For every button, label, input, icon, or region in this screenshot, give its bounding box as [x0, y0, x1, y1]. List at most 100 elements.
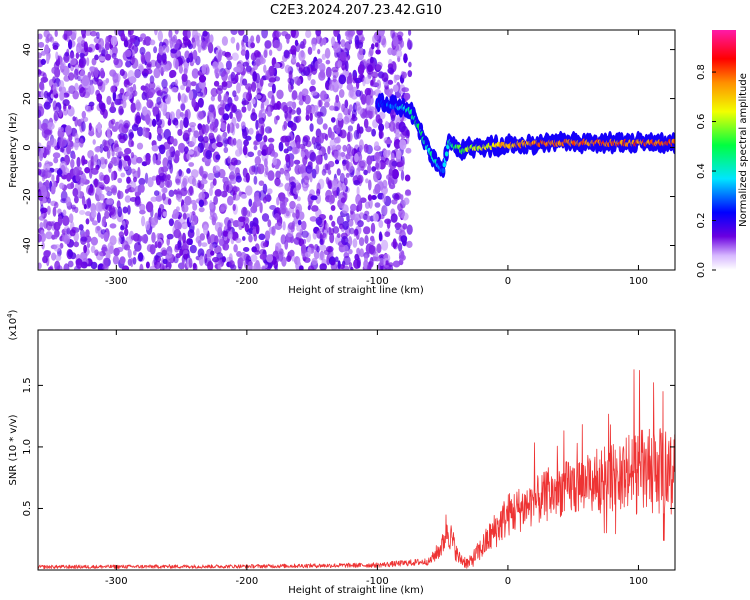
noise-blob [325, 222, 329, 231]
noise-blob [40, 204, 44, 215]
noise-blob [364, 235, 369, 244]
noise-blob [94, 249, 99, 256]
noise-blob [182, 212, 187, 220]
noise-blob [397, 31, 404, 38]
noise-blob [103, 174, 110, 185]
noise-blob [319, 238, 324, 245]
top-ytick-label: -20 [22, 188, 33, 204]
noise-blob [406, 240, 413, 248]
noise-blob [334, 150, 339, 160]
noise-blob [55, 51, 59, 60]
noise-blob [182, 243, 190, 250]
noise-blob [178, 169, 183, 177]
noise-blob [40, 229, 45, 237]
noise-blob [65, 125, 72, 135]
noise-blob [177, 194, 183, 203]
noise-blob [76, 156, 81, 168]
noise-blob [405, 135, 410, 145]
noise-blob [54, 30, 58, 37]
noise-blob [221, 36, 228, 46]
noise-blob [209, 34, 214, 44]
noise-blob [130, 257, 134, 268]
noise-blob [180, 93, 187, 104]
noise-blob [204, 253, 208, 264]
noise-blob [230, 71, 236, 82]
noise-blob [162, 157, 169, 169]
noise-blob [250, 254, 258, 262]
noise-blob [387, 67, 395, 74]
noise-blob [106, 198, 114, 205]
noise-blob [144, 114, 151, 124]
noise-blob [118, 151, 124, 157]
noise-blob [267, 137, 275, 143]
noise-blob [267, 170, 275, 181]
noise-blob [38, 109, 42, 119]
noise-blob [393, 139, 402, 149]
noise-blob [248, 234, 253, 243]
noise-blob [182, 232, 186, 244]
noise-blob [73, 241, 80, 248]
noise-blob [106, 148, 111, 159]
noise-blob [158, 65, 164, 73]
noise-blob [209, 187, 213, 197]
noise-blob [378, 231, 383, 242]
noise-blob [228, 179, 232, 187]
noise-blob [342, 106, 349, 116]
noise-blob [127, 248, 132, 259]
noise-blob [240, 121, 246, 129]
noise-blob [67, 260, 74, 268]
noise-blob [98, 56, 106, 62]
noise-blob [241, 206, 248, 217]
noise-blob [245, 135, 252, 141]
noise-blob [114, 146, 122, 153]
noise-blob [378, 129, 383, 140]
noise-blob [312, 43, 316, 51]
noise-blob [384, 231, 391, 238]
noise-blob [161, 187, 168, 194]
noise-blob [286, 146, 293, 152]
noise-blob [153, 46, 158, 54]
noise-blob [276, 196, 280, 206]
noise-blob [141, 106, 148, 116]
noise-blob [245, 49, 250, 61]
noise-blob [38, 33, 43, 40]
noise-blob [383, 149, 390, 158]
noise-blob [198, 192, 206, 201]
noise-blob [177, 244, 182, 251]
noise-blob [70, 158, 75, 169]
noise-blob [224, 94, 229, 101]
noise-blob [145, 261, 150, 269]
noise-blob [278, 141, 284, 152]
top-plot-frame [37, 29, 676, 271]
noise-blob [190, 199, 197, 205]
noise-blob [264, 158, 268, 168]
noise-blob [138, 252, 144, 262]
noise-blob [339, 172, 345, 184]
noise-blob [130, 168, 136, 174]
noise-blob [214, 189, 222, 197]
noise-blob [196, 91, 204, 97]
noise-blob [222, 230, 229, 237]
noise-blob [367, 194, 372, 201]
noise-blob [188, 211, 194, 224]
noise-blob [177, 129, 183, 136]
noise-blob [353, 229, 357, 237]
noise-blob [160, 91, 168, 100]
noise-blob [134, 68, 142, 79]
noise-blob [384, 120, 389, 130]
noise-blob [353, 129, 360, 140]
noise-blob [241, 126, 249, 137]
noise-blob [110, 35, 118, 47]
noise-blob [51, 66, 58, 74]
noise-blob [269, 205, 277, 210]
noise-blob [400, 130, 407, 139]
noise-blob [268, 143, 275, 152]
noise-blob [342, 244, 349, 253]
noise-blob [110, 184, 117, 193]
noise-blob [227, 219, 232, 231]
exponent-close: ) [8, 309, 19, 313]
noise-blob [291, 147, 299, 155]
noise-blob [173, 229, 181, 239]
noise-blob [111, 149, 115, 157]
noise-blob [392, 84, 399, 93]
